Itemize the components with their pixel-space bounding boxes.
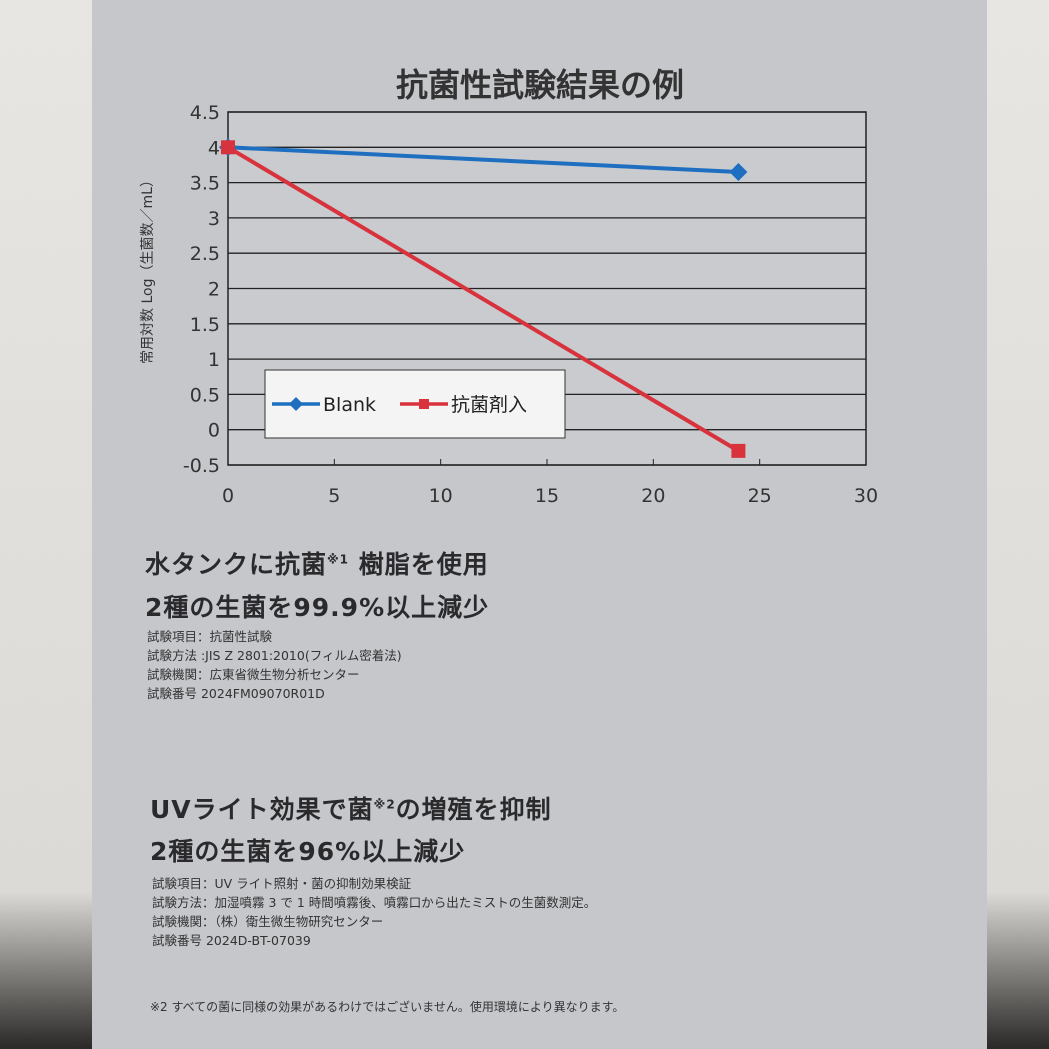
detail-line: 試験機関：広東省微生物分析センター [147,667,360,682]
section2-heading: UVライト効果で菌※2の増殖を抑制 [150,795,552,824]
detail-line: 試験項目：UV ライト照射・菌の抑制効果検証 [152,876,412,891]
x-tick-label: 30 [854,485,878,507]
legend-marker [289,397,303,411]
detail-line: 試験方法：加湿噴霧 3 で 1 時間噴霧後、噴霧口から出たミストの生菌数測定。 [152,895,597,910]
x-tick-label: 25 [748,485,772,507]
y-tick-label: 1.5 [190,314,220,336]
x-tick-label: 10 [429,485,453,507]
y-axis-label: 常用対数 Log（生菌数／mL） [140,173,156,364]
x-tick-label: 20 [641,485,665,507]
antibacterial-test-chart: 4.543.532.521.510.50-0.50 5 10 15 20 25 30常用対数… [140,102,878,507]
y-tick-label: 4.5 [190,102,220,124]
section1-heading: 水タンクに抗菌※1 樹脂を使用 [145,550,489,579]
detail-line: 試験方法 :JIS Z 2801:2010(フィルム密着法) [147,648,402,663]
y-tick-label: 3.5 [190,173,220,195]
detail-line: 試験機関：（株）衛生微生物研究センター [152,914,384,929]
data-point [729,163,748,182]
legend-label: Blank [323,394,376,416]
detail-line: 試験番号 2024FM09070R01D [147,686,325,701]
y-tick-label: 0.5 [190,384,220,406]
y-tick-label: 4 [208,137,220,159]
section1-details: 試験項目：抗菌性試験 試験方法 :JIS Z 2801:2010(フィルム密着法… [147,627,402,703]
section1-subheading: 2種の生菌を99.9%以上減少 [145,593,490,622]
series-line-1 [226,145,740,453]
detail-line: 試験番号 2024D-BT-07039 [152,933,311,948]
section2-details: 試験項目：UV ライト照射・菌の抑制効果検証 試験方法：加湿噴霧 3 で 1 時… [152,874,596,950]
y-tick-label: 3 [208,208,220,230]
legend-marker [419,399,429,409]
y-tick-label: 2 [208,279,220,301]
chart-title: 抗菌性試験結果の例 [395,66,684,104]
data-point [221,140,235,155]
x-tick-label: 0 [222,485,234,507]
data-point [731,443,746,458]
x-tick-label: 5 [328,485,340,507]
y-tick-label: 1 [208,349,220,371]
y-tick-label: 2.5 [190,243,220,265]
footnote: ※2 すべての菌に同様の効果があるわけではございません。使用環境により異なります… [150,1000,625,1014]
legend-label: 抗菌剤入 [451,394,527,416]
x-tick-label: 15 [535,485,559,507]
y-tick-label: -0.5 [183,455,220,477]
detail-line: 試験項目：抗菌性試験 [147,629,273,644]
series-line-0 [227,145,739,175]
y-tick-label: 0 [208,420,220,442]
section2-subheading: 2種の生菌を96%以上減少 [150,837,466,866]
